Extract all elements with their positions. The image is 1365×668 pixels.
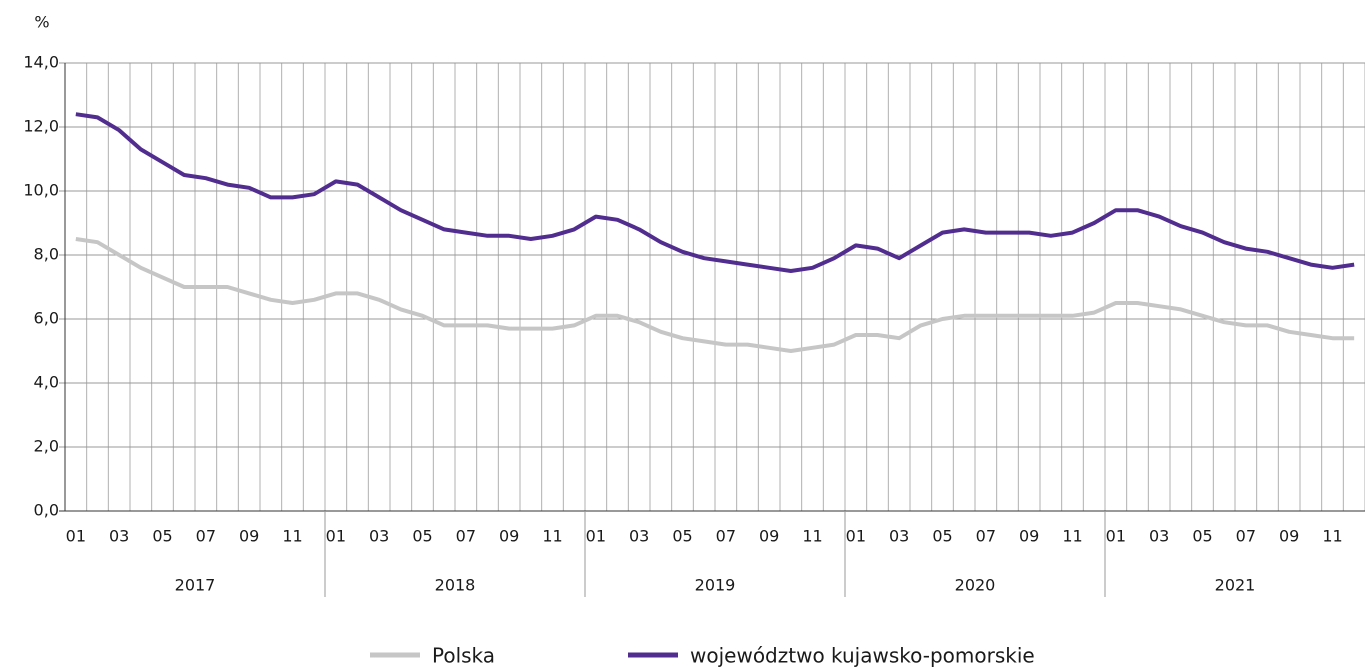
x-tick-label: 07 — [196, 527, 216, 546]
y-tick-label: 0,0 — [34, 501, 59, 520]
legend-label: Polska — [432, 644, 495, 668]
x-tick-label: 05 — [152, 527, 172, 546]
x-tick-label: 03 — [629, 527, 649, 546]
y-tick-label: 8,0 — [34, 245, 59, 264]
x-tick-label: 11 — [542, 527, 562, 546]
x-tick-label: 09 — [1019, 527, 1039, 546]
x-tick-label: 01 — [846, 527, 866, 546]
y-tick-label: 2,0 — [34, 437, 59, 456]
x-tick-label: 09 — [499, 527, 519, 546]
x-tick-label: 07 — [976, 527, 996, 546]
legend-label: województwo kujawsko-pomorskie — [690, 644, 1035, 668]
x-tick-label: 11 — [1062, 527, 1082, 546]
y-tick-label: 10,0 — [23, 181, 59, 200]
x-tick-label: 01 — [1106, 527, 1126, 546]
x-tick-label: 05 — [1192, 527, 1212, 546]
x-tick-label: 11 — [1322, 527, 1342, 546]
x-tick-label: 03 — [1149, 527, 1169, 546]
x-tick-label: 11 — [802, 527, 822, 546]
x-tick-label: 01 — [326, 527, 346, 546]
y-tick-label: 6,0 — [34, 309, 59, 328]
y-tick-label: 14,0 — [23, 53, 59, 72]
year-label: 2018 — [435, 576, 476, 595]
x-tick-label: 05 — [412, 527, 432, 546]
year-label: 2017 — [175, 576, 216, 595]
data-line — [75, 237, 1355, 353]
x-tick-label: 09 — [239, 527, 259, 546]
y-tick-label: 4,0 — [34, 373, 59, 392]
year-label: 2021 — [1215, 576, 1256, 595]
x-tick-label: 07 — [456, 527, 476, 546]
data-line — [75, 112, 1355, 273]
x-tick-label: 03 — [889, 527, 909, 546]
x-tick-label: 11 — [282, 527, 302, 546]
y-tick-label: 12,0 — [23, 117, 59, 136]
x-tick-label: 01 — [586, 527, 606, 546]
x-tick-label: 03 — [369, 527, 389, 546]
x-tick-label: 05 — [932, 527, 952, 546]
x-tick-label: 05 — [672, 527, 692, 546]
x-tick-label: 09 — [1279, 527, 1299, 546]
x-tick-label: 03 — [109, 527, 129, 546]
x-tick-label: 07 — [716, 527, 736, 546]
x-tick-label: 07 — [1236, 527, 1256, 546]
x-tick-label: 09 — [759, 527, 779, 546]
year-label: 2019 — [695, 576, 736, 595]
y-axis-label: % — [34, 13, 49, 32]
year-label: 2020 — [955, 576, 996, 595]
x-tick-label: 01 — [66, 527, 86, 546]
